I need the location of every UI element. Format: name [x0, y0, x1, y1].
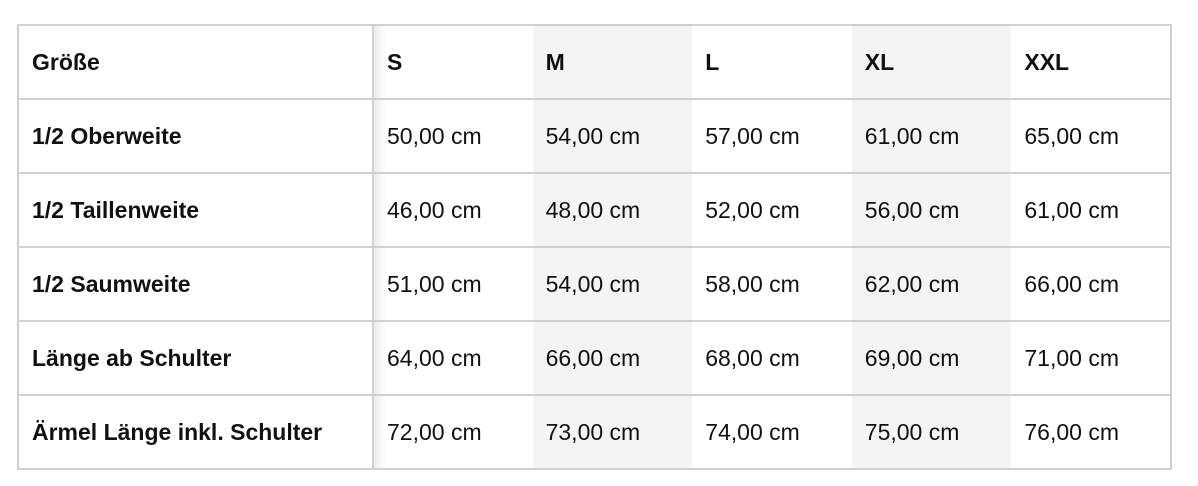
measurement-cell: 66,00 cm: [532, 320, 693, 396]
measurement-cell: 51,00 cm: [373, 246, 533, 322]
measurement-cell: 72,00 cm: [373, 394, 533, 470]
row-label: 1/2 Taillenweite: [18, 172, 374, 248]
measurement-cell: 58,00 cm: [692, 246, 852, 322]
measurement-cell: 52,00 cm: [692, 172, 852, 248]
measurement-cell: 71,00 cm: [1011, 320, 1171, 396]
header-cell-l: L: [692, 24, 852, 100]
measurement-cell: 69,00 cm: [851, 320, 1012, 396]
row-label: 1/2 Oberweite: [18, 98, 374, 174]
measurement-cell: 64,00 cm: [373, 320, 533, 396]
row-label: 1/2 Saumweite: [18, 246, 374, 322]
measurement-cell: 75,00 cm: [851, 394, 1012, 470]
measurement-cell: 54,00 cm: [532, 98, 693, 174]
measurement-cell: 54,00 cm: [532, 246, 693, 322]
measurement-cell: 48,00 cm: [532, 172, 693, 248]
header-cell-s: S: [373, 24, 533, 100]
header-row: Größe S M L XL XXL: [18, 24, 1171, 100]
table-row: 1/2 Taillenweite 46,00 cm 48,00 cm 52,00 cm…: [18, 172, 1171, 248]
measurement-cell: 65,00 cm: [1011, 98, 1171, 174]
size-chart-table: Größe S M L XL XXL 1/2 Oberweite 50,00 cm…: [17, 24, 1172, 470]
measurement-cell: 73,00 cm: [532, 394, 693, 470]
row-label: Ärmel Länge inkl. Schulter: [18, 394, 374, 470]
measurement-cell: 50,00 cm: [373, 98, 533, 174]
header-cell-xl: XL: [851, 24, 1012, 100]
measurement-cell: 46,00 cm: [373, 172, 533, 248]
measurement-cell: 61,00 cm: [851, 98, 1012, 174]
measurement-cell: 68,00 cm: [692, 320, 852, 396]
row-label: Länge ab Schulter: [18, 320, 374, 396]
header-cell-xxl: XXL: [1011, 24, 1171, 100]
table-row: Länge ab Schulter 64,00 cm 66,00 cm 68,00 c…: [18, 320, 1171, 396]
table-row: Ärmel Länge inkl. Schulter 72,00 cm 73,00 …: [18, 394, 1171, 470]
measurement-cell: 62,00 cm: [851, 246, 1012, 322]
table-row: 1/2 Saumweite 51,00 cm 54,00 cm 58,00 cm 62,…: [18, 246, 1171, 322]
measurement-cell: 57,00 cm: [692, 98, 852, 174]
measurement-cell: 74,00 cm: [692, 394, 852, 470]
table-row: 1/2 Oberweite 50,00 cm 54,00 cm 57,00 cm 61,…: [18, 98, 1171, 174]
measurement-cell: 61,00 cm: [1011, 172, 1171, 248]
measurement-cell: 76,00 cm: [1011, 394, 1171, 470]
measurement-cell: 56,00 cm: [851, 172, 1012, 248]
measurement-cell: 66,00 cm: [1011, 246, 1171, 322]
header-cell-m: M: [532, 24, 693, 100]
header-cell-size: Größe: [18, 24, 374, 100]
